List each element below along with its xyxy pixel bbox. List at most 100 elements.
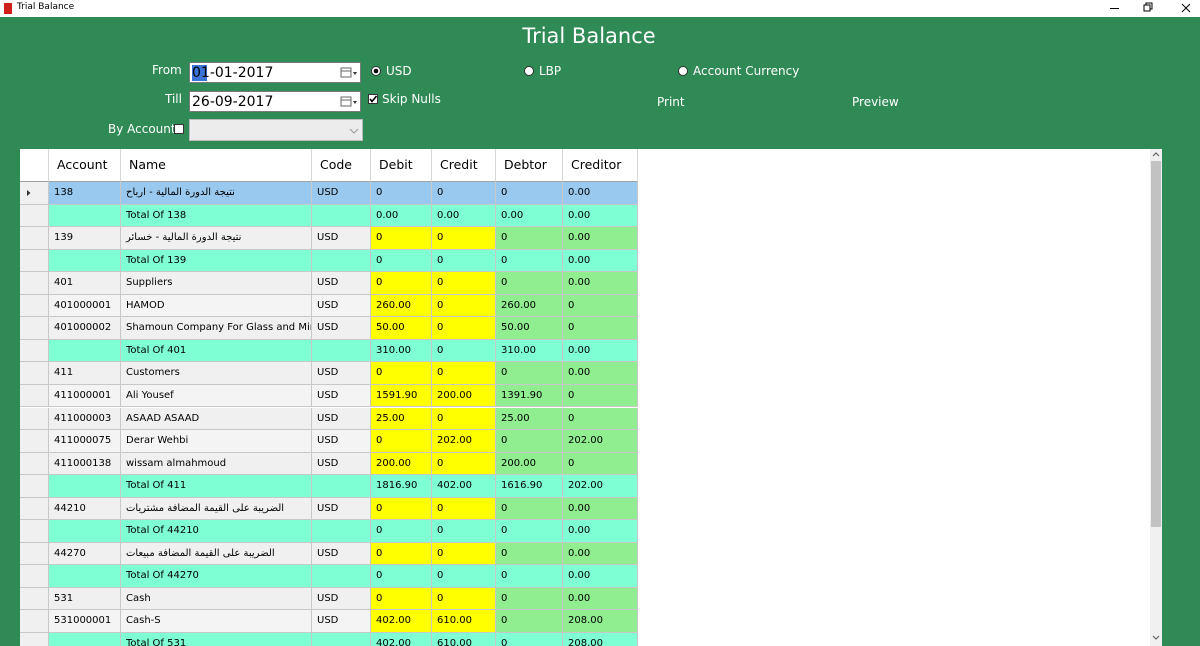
grid-cell[interactable]: 44270 [49,542,121,566]
grid-cell[interactable] [312,339,371,363]
grid-cell[interactable]: 0 [371,182,432,205]
grid-cell[interactable]: ASAAD ASAAD [121,407,312,431]
grid-cell[interactable]: 0.00 [563,227,638,250]
row-header[interactable] [20,339,49,363]
grid-cell[interactable]: 401000001 [49,294,121,318]
date-picker-button[interactable] [340,66,358,80]
grid-cell[interactable]: 0 [432,542,496,566]
grid-cell[interactable]: 25.00 [496,407,563,431]
grid-cell[interactable] [49,565,121,588]
grid-cell[interactable]: 44210 [49,497,121,521]
grid-cell[interactable]: 411000138 [49,452,121,476]
grid-cell[interactable]: 610.00 [432,633,496,646]
grid-cell[interactable]: 50.00 [496,317,563,340]
grid-cell[interactable] [312,565,371,588]
column-header[interactable]: Name [121,149,312,182]
row-header[interactable] [20,362,49,385]
column-header[interactable]: Creditor [563,149,638,182]
preview-button[interactable]: Preview [852,95,899,109]
grid-cell[interactable]: 411000001 [49,384,121,408]
grid-cell[interactable]: 0 [371,542,432,566]
grid-cell[interactable]: 0 [496,610,563,633]
grid-cell[interactable]: 0 [371,227,432,250]
grid-cell[interactable]: 0 [563,294,638,318]
row-header[interactable] [20,182,49,205]
grid-cell[interactable]: 50.00 [371,317,432,340]
grid-cell[interactable]: 0 [371,497,432,521]
grid-cell[interactable]: 0 [371,430,432,453]
grid-cell[interactable]: USD [312,317,371,340]
grid-cell[interactable]: 0 [432,565,496,588]
grid-cell[interactable]: 0.00 [563,542,638,566]
grid-cell[interactable]: USD [312,362,371,385]
grid-cell[interactable]: 0.00 [371,204,432,228]
grid-cell[interactable]: 208.00 [563,633,638,646]
row-header[interactable] [20,610,49,633]
grid-cell[interactable]: Derar Wehbi [121,430,312,453]
grid-cell[interactable]: 0.00 [563,362,638,385]
row-header[interactable] [20,227,49,250]
row-header[interactable] [20,272,49,295]
grid-cell[interactable]: 0.00 [496,204,563,228]
grid-cell[interactable]: 0 [432,249,496,273]
radio-button[interactable] [677,65,689,77]
row-header[interactable] [20,452,49,476]
grid-cell[interactable]: 610.00 [432,610,496,633]
column-header[interactable]: Code [312,149,371,182]
grid-cell[interactable]: USD [312,452,371,476]
row-header[interactable] [20,204,49,228]
grid-cell[interactable]: Shamoun Company For Glass and Mirrors [121,317,312,340]
grid-cell[interactable]: 0 [496,272,563,295]
grid-cell[interactable]: 208.00 [563,610,638,633]
grid-cell[interactable]: Total Of 411 [121,475,312,498]
grid-cell[interactable]: 202.00 [432,430,496,453]
grid-cell[interactable]: 260.00 [371,294,432,318]
grid-cell[interactable]: 0 [371,362,432,385]
account-combobox[interactable] [189,119,363,141]
grid-cell[interactable]: 0 [432,317,496,340]
grid-cell[interactable]: 0 [371,587,432,611]
grid-cell[interactable]: Customers [121,362,312,385]
column-header[interactable]: Account [49,149,121,182]
grid-cell[interactable]: 1816.90 [371,475,432,498]
row-header[interactable] [20,294,49,318]
grid-cell[interactable] [312,204,371,228]
grid-cell[interactable] [312,520,371,543]
grid-cell[interactable]: 0 [563,452,638,476]
grid-cell[interactable]: Total Of 401 [121,339,312,363]
row-header[interactable] [20,407,49,431]
grid-cell[interactable] [312,249,371,273]
print-button[interactable]: Print [657,95,685,109]
grid-cell[interactable]: 531000001 [49,610,121,633]
grid-cell[interactable]: Total Of 138 [121,204,312,228]
row-header[interactable] [20,587,49,611]
scroll-down[interactable] [1152,635,1160,641]
grid-cell[interactable]: 0 [496,430,563,453]
grid-cell[interactable]: 411000075 [49,430,121,453]
grid-cell[interactable]: 0 [432,587,496,611]
row-header[interactable] [20,542,49,566]
row-header[interactable] [20,384,49,408]
grid-cell[interactable]: Cash-S [121,610,312,633]
grid-cell[interactable]: 0 [432,362,496,385]
grid-cell[interactable]: 0.00 [563,249,638,273]
grid-cell[interactable]: 0 [432,182,496,205]
grid-cell[interactable]: 0 [432,407,496,431]
grid-cell[interactable]: 0 [496,520,563,543]
grid-cell[interactable]: HAMOD [121,294,312,318]
grid-cell[interactable]: 0 [432,520,496,543]
grid-cell[interactable]: 402.00 [371,633,432,646]
grid-cell[interactable]: 0.00 [563,587,638,611]
grid-cell[interactable]: USD [312,407,371,431]
row-header[interactable] [20,317,49,340]
grid-cell[interactable]: 1591.90 [371,384,432,408]
grid-cell[interactable]: 0 [496,542,563,566]
row-header[interactable] [20,520,49,543]
grid-cell[interactable]: نتيجة الدورة المالية - خسائر [121,227,312,250]
grid-cell[interactable]: USD [312,497,371,521]
grid-cell[interactable]: USD [312,610,371,633]
row-header[interactable] [20,430,49,453]
grid-cell[interactable]: 0.00 [563,520,638,543]
grid-cell[interactable]: 0.00 [563,182,638,205]
grid-cell[interactable]: 139 [49,227,121,250]
